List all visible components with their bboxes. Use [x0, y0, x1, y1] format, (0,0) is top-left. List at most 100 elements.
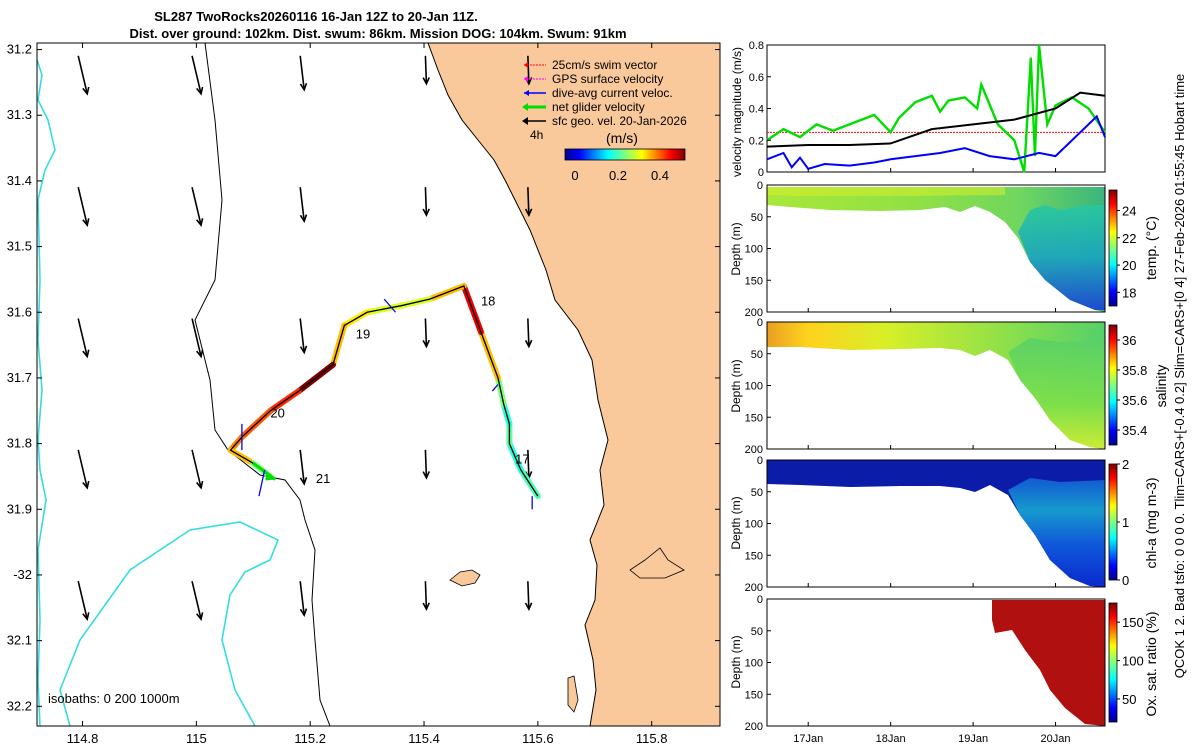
day-xtick-label-1: 18Jan	[876, 733, 906, 745]
day-xtick-label-0: 17Jan	[793, 733, 823, 745]
day-label-17: 17	[515, 451, 529, 466]
vel-ytick-label-0: 0	[758, 167, 764, 179]
temperature-cbar-label: temp. (°C)	[1143, 216, 1159, 280]
cbar-tick-label-4-2: 2	[1122, 457, 1129, 472]
map-ytick-label-9: 32.1	[7, 633, 32, 648]
cbar-tick-label-5-2: 150	[1122, 615, 1144, 630]
island-1	[449, 569, 481, 587]
day-label-21: 21	[316, 471, 330, 486]
legend-entry-sfc-geo: sfc geo. vel. 20-Jan-2026	[522, 114, 687, 128]
oxygen-colorbar	[1108, 602, 1118, 723]
depth-ytick-label-2-1: 50	[751, 212, 763, 224]
oxygen-axes: 0 50 100 150 200 17Jan 18Jan 19Jan 20Jan	[745, 594, 1071, 745]
cbar-tick-label-2-1: 20	[1122, 258, 1136, 273]
map-ytick-label-3: 31.5	[7, 239, 32, 254]
salinity-cbar-label: salinity	[1153, 365, 1169, 408]
track-centerline	[229, 285, 539, 497]
velocity-axes: 0 0.2 0.4 0.6 0.8	[749, 40, 1057, 179]
sfc-geo-velocity-arrows	[77, 55, 533, 622]
dive-avg-arrow	[258, 469, 266, 497]
oxygen-cbar-label: Ox. sat. ratio (%)	[1143, 611, 1159, 716]
map-ytick-label-1: 31.3	[7, 107, 32, 122]
side-annotation: QCOK 1 2. Bad tsfo: 0 0 0 0. Tlim=CARS+[…	[1172, 74, 1187, 679]
oxygen-section	[992, 600, 1105, 726]
temperature-deep	[1018, 205, 1105, 310]
sfc-geo-arrow	[299, 55, 308, 92]
dive-avg-arrow	[491, 384, 499, 392]
isobath-label: isobaths: 0 200 1000m	[48, 691, 180, 706]
title-line-1: SL287 TwoRocks20260116 16-Jan 12Z to 20-…	[154, 9, 478, 24]
map-ytick-label-6: 31.8	[7, 436, 32, 451]
depth-ytick-label-4-3: 150	[745, 550, 763, 562]
isobath-200m	[194, 43, 331, 726]
land-mass	[428, 43, 720, 726]
isobath-1000m-loop	[59, 521, 280, 726]
legend-entry-net-glider: net glider velocity	[522, 100, 645, 114]
depth-ytick-label-5-2: 100	[745, 658, 763, 670]
legend-entry-gps: GPS surface velocity	[524, 72, 663, 86]
salinity-deep	[1008, 338, 1105, 449]
chlorophyll-colorbar-ticks: 0 1 2	[1117, 457, 1129, 588]
salinity-colorbar	[1108, 324, 1118, 446]
day-labels: 17 18 19 20 21	[270, 294, 529, 486]
sfc-geo-arrow	[299, 581, 308, 618]
cbar-tick-label-4-1: 1	[1122, 515, 1129, 530]
map-ytick-label-0: 31.2	[7, 42, 32, 57]
sfc-geo-arrow	[524, 318, 533, 349]
cbar-tick-label-3-1: 35.6	[1122, 393, 1147, 408]
day-xtick-label-3: 20Jan	[1041, 733, 1071, 745]
cbar-tick-label-3-0: 35.4	[1122, 423, 1147, 438]
isobath-1000m	[37, 59, 56, 726]
temperature-panel: 0 50 100 150 200 Depth (m) 18 20 22 24 temp. (°…	[729, 180, 1159, 319]
sfc-geo-arrow	[299, 187, 308, 224]
chlorophyll-deep	[1008, 478, 1105, 587]
velocity-ylabel: velocity magnitude (m/s)	[730, 47, 744, 177]
map-colorbar-tick-0: 0	[571, 168, 578, 183]
salinity-colorbar-ticks: 35.4 35.6 35.8 36	[1117, 333, 1147, 438]
sfc-geo-arrow	[422, 318, 430, 349]
map-xtick-label-4: 115.6	[522, 731, 554, 746]
vel-ytick-label-4: 0.8	[749, 40, 764, 52]
chlorophyll-axes: 0 50 100 150 200	[745, 455, 1057, 594]
vel-ytick-label-2: 0.4	[749, 104, 764, 116]
cbar-tick-label-3-3: 36	[1122, 333, 1136, 348]
temperature-axes: 0 50 100 150 200	[745, 180, 1057, 319]
cbar-tick-label-5-0: 50	[1122, 692, 1136, 707]
sfc-geo-arrow	[191, 581, 204, 622]
legend-label-swim: 25cm/s swim vector	[552, 58, 657, 72]
vel-ytick-label-3: 0.6	[749, 72, 764, 84]
colorbar-title: (m/s)	[606, 130, 638, 146]
vel-ytick-label-1: 0.2	[749, 135, 764, 147]
oxygen-panel: 0 50 100 150 200 17Jan 18Jan 19Jan 20Jan Depth (…	[729, 594, 1159, 745]
depth-ytick-label-4-1: 50	[751, 487, 763, 499]
net-velocity-arrowhead	[265, 471, 276, 481]
coastline	[427, 43, 609, 726]
map-colorbar-tick-2: 0.4	[651, 168, 669, 183]
chlorophyll-panel: 0 50 100 150 200 Depth (m) 0 1 2 chl-a (mg m-3…	[729, 455, 1159, 594]
depth-ytick-label-5-0: 0	[757, 594, 763, 606]
sfc-geo-arrow	[422, 55, 430, 86]
sfc-geo-arrow	[77, 186, 90, 227]
depth-ytick-label-5-4: 200	[745, 721, 763, 733]
map-colorbar	[564, 148, 686, 161]
map-axes: 114.8 115 115.2 115.4 115.6 115.8 31.2 31.3 31.4…	[7, 42, 720, 746]
depth-ytick-label-2-4: 200	[745, 307, 763, 319]
velocity-series-sfc-geo-vel-	[766, 91, 1106, 148]
salinity-axes: 0 50 100 150 200	[745, 317, 1057, 456]
legend-label-gps: GPS surface velocity	[552, 72, 663, 86]
chlorophyll-ylabel: Depth (m)	[729, 496, 743, 549]
depth-ytick-label-4-0: 0	[757, 455, 763, 467]
velocity-series-dive-avg-current	[766, 114, 1106, 170]
map-ytick-label-7: 31.9	[7, 501, 32, 516]
cbar-tick-label-2-2: 22	[1122, 231, 1136, 246]
cbar-tick-label-2-0: 18	[1122, 285, 1136, 300]
cbar-tick-label-2-3: 24	[1122, 203, 1136, 218]
legend-label-net-glider: net glider velocity	[552, 100, 645, 114]
map-ytick-label-10: 32.2	[7, 698, 32, 713]
sfc-geo-arrow	[422, 581, 430, 612]
cbar-tick-label-5-1: 100	[1122, 654, 1144, 669]
glider-track	[227, 282, 541, 510]
map-ytick-label-4: 31.6	[7, 304, 32, 319]
depth-ytick-label-2-3: 150	[745, 275, 763, 287]
